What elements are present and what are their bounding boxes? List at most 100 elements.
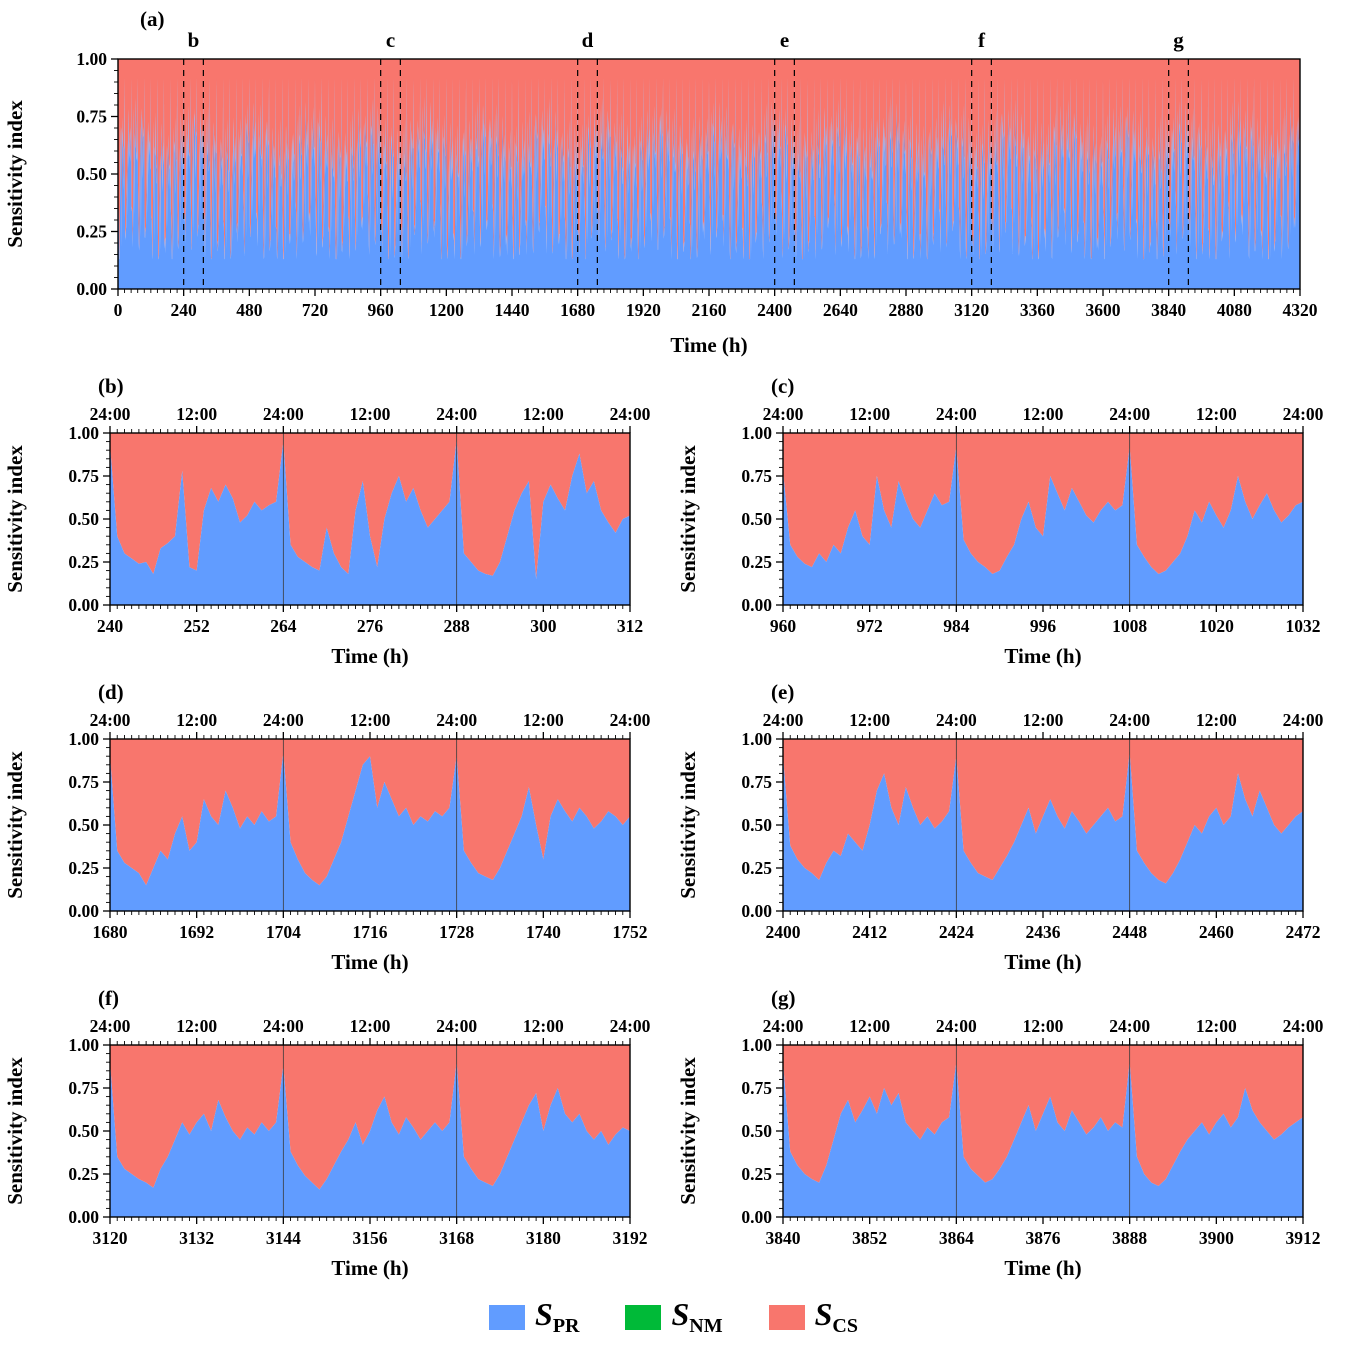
svg-text:0.50: 0.50 — [68, 815, 99, 835]
svg-text:(b): (b) — [98, 374, 124, 398]
svg-text:(e): (e) — [771, 680, 794, 704]
svg-text:0.50: 0.50 — [68, 509, 99, 529]
svg-text:0.00: 0.00 — [741, 595, 772, 615]
svg-text:0.00: 0.00 — [68, 595, 99, 615]
svg-text:12:00: 12:00 — [350, 1016, 391, 1036]
svg-text:(d): (d) — [98, 680, 124, 704]
svg-text:24:00: 24:00 — [263, 404, 304, 424]
svg-text:1020: 1020 — [1199, 616, 1234, 636]
legend-item-snm: SNM — [625, 1296, 723, 1338]
svg-text:12:00: 12:00 — [1023, 710, 1064, 730]
svg-text:24:00: 24:00 — [90, 1016, 131, 1036]
subpanel-grid: 240 252 264 276 288 300 312 0.00 0.25 0.50 0.75 1.0… — [0, 373, 1347, 1285]
panel-f: 3120 3132 3144 3156 3168 3180 3192 0.00 0.25 0.50… — [0, 985, 673, 1285]
svg-text:12:00: 12:00 — [849, 1016, 890, 1036]
svg-text:12:00: 12:00 — [523, 710, 564, 730]
svg-text:1200: 1200 — [429, 300, 464, 320]
legend: SPR SNM SCS — [0, 1291, 1347, 1343]
svg-text:4080: 4080 — [1217, 300, 1252, 320]
svg-text:3156: 3156 — [353, 1228, 388, 1248]
svg-text:1008: 1008 — [1112, 616, 1147, 636]
panel-b-chart: 240 252 264 276 288 300 312 0.00 0.25 0.50 0.75 1.0… — [3, 374, 651, 668]
svg-text:960: 960 — [368, 300, 395, 320]
svg-text:Sensitivity index: Sensitivity index — [676, 445, 700, 593]
svg-text:1.00: 1.00 — [741, 729, 772, 749]
svg-text:2460: 2460 — [1199, 922, 1234, 942]
svg-text:24:00: 24:00 — [436, 710, 477, 730]
svg-text:Sensitivity index: Sensitivity index — [3, 1057, 27, 1205]
svg-text:2400: 2400 — [757, 300, 792, 320]
svg-text:24:00: 24:00 — [763, 1016, 804, 1036]
svg-text:g: g — [1173, 28, 1184, 52]
legend-label-spr: SPR — [535, 1296, 580, 1337]
svg-text:240: 240 — [171, 300, 198, 320]
svg-text:972: 972 — [857, 616, 883, 636]
svg-text:2160: 2160 — [692, 300, 727, 320]
panel-c: 960 972 984 996 1008 1020 1032 0.00 0.25 0.50 0.75… — [673, 373, 1347, 673]
svg-text:(c): (c) — [771, 374, 794, 398]
svg-text:Time (h): Time (h) — [331, 950, 408, 974]
svg-text:Sensitivity index: Sensitivity index — [676, 751, 700, 899]
svg-text:12:00: 12:00 — [1196, 710, 1237, 730]
svg-text:Sensitivity index: Sensitivity index — [3, 751, 27, 899]
svg-text:0.25: 0.25 — [68, 552, 99, 572]
svg-text:0.25: 0.25 — [741, 552, 772, 572]
svg-text:960: 960 — [770, 616, 797, 636]
svg-text:24:00: 24:00 — [936, 1016, 977, 1036]
svg-text:0.00: 0.00 — [741, 901, 772, 921]
svg-text:24:00: 24:00 — [610, 710, 651, 730]
svg-text:1704: 1704 — [266, 922, 301, 942]
svg-text:b: b — [188, 28, 200, 52]
svg-text:Time (h): Time (h) — [670, 333, 747, 357]
svg-text:4320: 4320 — [1283, 300, 1318, 320]
svg-text:24:00: 24:00 — [763, 710, 804, 730]
svg-text:24:00: 24:00 — [1283, 1016, 1324, 1036]
svg-text:300: 300 — [530, 616, 557, 636]
svg-text:1.00: 1.00 — [68, 423, 99, 443]
svg-text:24:00: 24:00 — [1283, 404, 1324, 424]
svg-text:0.75: 0.75 — [68, 1078, 99, 1098]
svg-text:3888: 3888 — [1112, 1228, 1147, 1248]
svg-text:2880: 2880 — [889, 300, 924, 320]
svg-text:12:00: 12:00 — [350, 404, 391, 424]
svg-text:3192: 3192 — [613, 1228, 648, 1248]
svg-text:720: 720 — [302, 300, 329, 320]
svg-text:24:00: 24:00 — [936, 710, 977, 730]
svg-text:12:00: 12:00 — [523, 404, 564, 424]
svg-text:0.50: 0.50 — [76, 164, 107, 184]
svg-text:(f): (f) — [98, 986, 119, 1010]
svg-text:3600: 3600 — [1086, 300, 1121, 320]
svg-text:0.25: 0.25 — [741, 1164, 772, 1184]
svg-text:24:00: 24:00 — [1109, 710, 1150, 730]
svg-text:276: 276 — [357, 616, 384, 636]
panel-c-chart: 960 972 984 996 1008 1020 1032 0.00 0.25 0.50 0.75… — [676, 374, 1324, 668]
svg-text:24:00: 24:00 — [263, 1016, 304, 1036]
svg-text:3132: 3132 — [179, 1228, 214, 1248]
svg-text:3852: 3852 — [852, 1228, 887, 1248]
svg-text:312: 312 — [617, 616, 643, 636]
svg-text:12:00: 12:00 — [176, 710, 217, 730]
svg-text:0: 0 — [114, 300, 123, 320]
svg-text:0.00: 0.00 — [68, 1207, 99, 1227]
svg-text:24:00: 24:00 — [263, 710, 304, 730]
svg-text:1752: 1752 — [613, 922, 648, 942]
svg-text:2400: 2400 — [766, 922, 801, 942]
svg-text:0.50: 0.50 — [741, 815, 772, 835]
svg-text:0.25: 0.25 — [741, 858, 772, 878]
svg-text:264: 264 — [270, 616, 297, 636]
svg-text:Time (h): Time (h) — [1004, 644, 1081, 668]
svg-text:Time (h): Time (h) — [331, 1256, 408, 1280]
svg-text:0.00: 0.00 — [68, 901, 99, 921]
svg-text:12:00: 12:00 — [176, 1016, 217, 1036]
svg-text:12:00: 12:00 — [350, 710, 391, 730]
svg-text:2424: 2424 — [939, 922, 974, 942]
svg-text:12:00: 12:00 — [1196, 404, 1237, 424]
panel-f-chart: 3120 3132 3144 3156 3168 3180 3192 0.00 0.25 0.50… — [3, 986, 651, 1280]
svg-text:d: d — [582, 28, 594, 52]
svg-text:2436: 2436 — [1026, 922, 1061, 942]
svg-text:0.75: 0.75 — [741, 1078, 772, 1098]
svg-text:3876: 3876 — [1026, 1228, 1061, 1248]
legend-label-snm: SNM — [671, 1296, 723, 1337]
svg-text:0.75: 0.75 — [741, 466, 772, 486]
